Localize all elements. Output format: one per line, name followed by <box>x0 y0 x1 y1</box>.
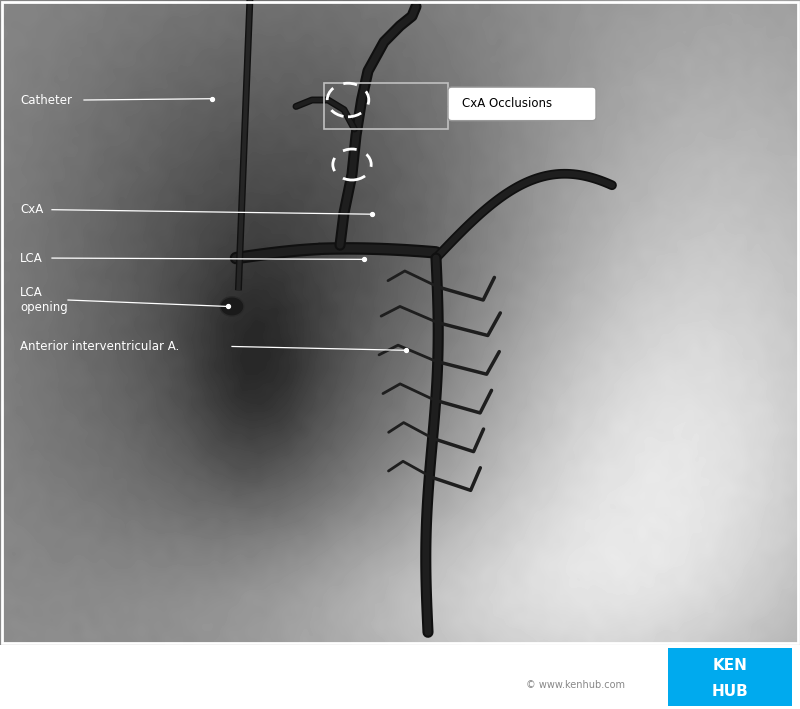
Bar <box>324 82 448 129</box>
FancyBboxPatch shape <box>448 87 596 121</box>
Circle shape <box>220 297 244 316</box>
FancyBboxPatch shape <box>668 648 792 706</box>
Text: LCA: LCA <box>20 252 42 264</box>
Text: Catheter: Catheter <box>20 94 72 106</box>
Text: KEN: KEN <box>712 658 747 673</box>
Text: CxA: CxA <box>20 203 43 216</box>
Text: © www.kenhub.com: © www.kenhub.com <box>526 680 626 690</box>
Text: HUB: HUB <box>711 683 748 698</box>
Text: Anterior interventricular A.: Anterior interventricular A. <box>20 340 179 353</box>
Text: LCA
opening: LCA opening <box>20 286 68 314</box>
Text: CxA Occlusions: CxA Occlusions <box>462 97 552 111</box>
